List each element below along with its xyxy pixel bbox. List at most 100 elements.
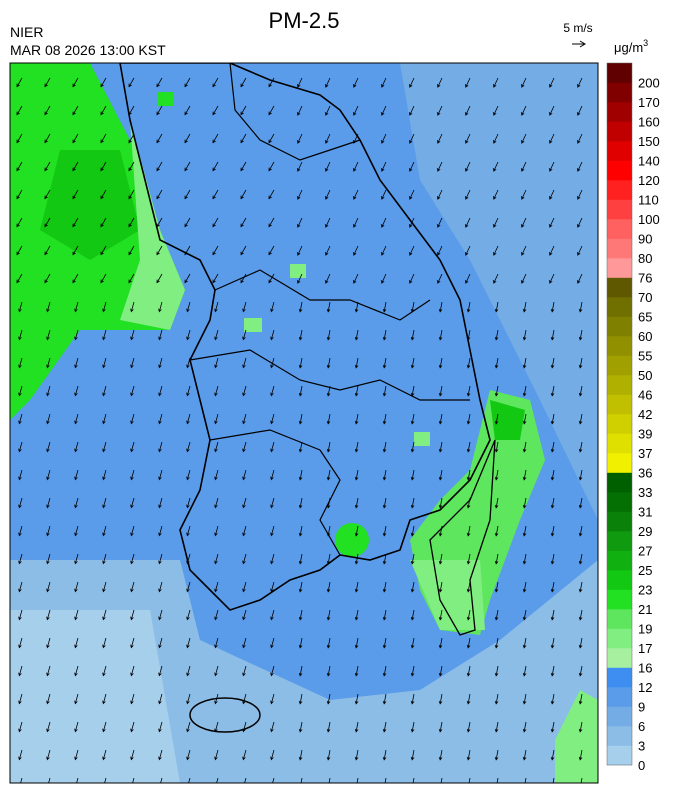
wind-arrow: [550, 609, 555, 621]
wind-arrow: [186, 413, 191, 425]
wind-arrow: [18, 721, 23, 733]
wind-arrow: [102, 693, 107, 705]
wind-arrow: [521, 245, 527, 256]
wind-arrow: [438, 637, 443, 649]
wind-arrow: [18, 637, 23, 649]
wind-arrow: [102, 469, 107, 481]
wind-arrow: [158, 441, 163, 453]
wind-arrow: [578, 665, 583, 677]
wind-arrow: [409, 273, 415, 284]
wind-arrow: [130, 609, 135, 621]
wind-arrow: [270, 469, 275, 481]
wind-arrow: [270, 721, 275, 733]
wind-arrow: [410, 385, 415, 397]
colorbar: 0369121617192123252729313336373942465055…: [606, 62, 660, 773]
wind-arrow: [242, 721, 247, 733]
wind-arrow: [74, 721, 79, 733]
wind-arrow: [72, 77, 79, 88]
wind-arrow: [100, 133, 107, 144]
wind-arrow: [270, 609, 275, 621]
wind-arrow: [268, 133, 275, 144]
wind-arrow: [550, 385, 555, 397]
wind-arrow: [578, 469, 583, 481]
coastline: [119, 63, 491, 611]
colorbar-label: 9: [638, 700, 645, 715]
wind-arrow: [298, 581, 303, 593]
wind-arrow: [494, 441, 499, 453]
wind-arrow: [466, 413, 471, 425]
wind-arrow: [437, 161, 443, 172]
wind-arrow: [466, 665, 471, 677]
wind-arrow: [212, 217, 219, 228]
wind-arrow: [102, 749, 107, 761]
wind-arrow: [578, 693, 583, 705]
wind-arrow: [240, 245, 247, 256]
wind-arrow: [18, 413, 23, 425]
colorbar-label: 170: [638, 95, 660, 110]
colorbar-label: 0: [638, 758, 645, 773]
wind-arrow: [18, 441, 23, 453]
wind-arrow: [214, 385, 219, 397]
wind-arrow: [578, 609, 583, 621]
wind-arrow: [184, 273, 191, 284]
wind-arrow: [18, 469, 23, 481]
wind-arrow: [74, 665, 79, 677]
wind-arrow: [522, 721, 527, 733]
wind-arrow: [16, 217, 23, 228]
wind-arrow: [326, 637, 331, 649]
wind-arrow: [270, 637, 275, 649]
wind-arrow: [242, 385, 247, 397]
wind-arrow: [186, 525, 191, 537]
wind-arrow: [156, 217, 163, 228]
wind-arrow: [382, 497, 387, 509]
wind-arrow: [466, 385, 471, 397]
wind-arrow: [410, 581, 415, 593]
wind-arrow: [18, 385, 23, 397]
wind-arrow: [354, 693, 359, 705]
wind-arrow: [44, 133, 51, 144]
wind-arrow: [74, 357, 79, 369]
wind-arrow: [242, 525, 247, 537]
wind-arrow: [298, 525, 303, 537]
wind-arrow: [522, 553, 527, 565]
wind-arrow: [74, 693, 79, 705]
wind-arrow: [494, 581, 499, 593]
wind-arrow: [466, 525, 471, 537]
wind-arrow: [522, 749, 527, 761]
wind-arrow: [18, 609, 23, 621]
wind-arrow: [522, 609, 527, 621]
wind-arrow: [102, 637, 107, 649]
wind-arrow: [353, 245, 359, 256]
color-segment: [607, 121, 632, 142]
wind-arrow: [550, 329, 555, 341]
wind-arrow: [298, 469, 303, 481]
wind-arrow: [130, 637, 135, 649]
wind-arrow: [522, 385, 527, 397]
colorbar-label: 65: [638, 310, 652, 325]
color-segment: [607, 609, 632, 629]
wind-arrow: [16, 273, 23, 284]
wind-arrow: [156, 273, 163, 284]
wind-arrow: [242, 609, 247, 621]
color-segment: [607, 687, 632, 707]
wind-arrow: [494, 721, 499, 733]
wind-arrow: [130, 693, 135, 705]
color-segment: [607, 531, 632, 551]
wind-arrow: [102, 385, 107, 397]
wind-arrow: [409, 161, 415, 172]
wind-arrow: [326, 581, 331, 593]
wind-arrow: [240, 217, 247, 228]
wind-arrow: [466, 357, 471, 369]
wind-arrow: [128, 189, 135, 200]
wind-arrow: [382, 609, 387, 621]
wind-arrow: [298, 301, 303, 313]
wind-arrow: [466, 749, 471, 761]
wind-arrow: [438, 581, 443, 593]
wind-arrow: [156, 77, 163, 88]
wind-arrow: [242, 637, 247, 649]
wind-arrow: [465, 217, 471, 228]
wind-arrow: [100, 105, 107, 116]
color-segment: [607, 511, 632, 532]
green-region: [244, 318, 262, 332]
